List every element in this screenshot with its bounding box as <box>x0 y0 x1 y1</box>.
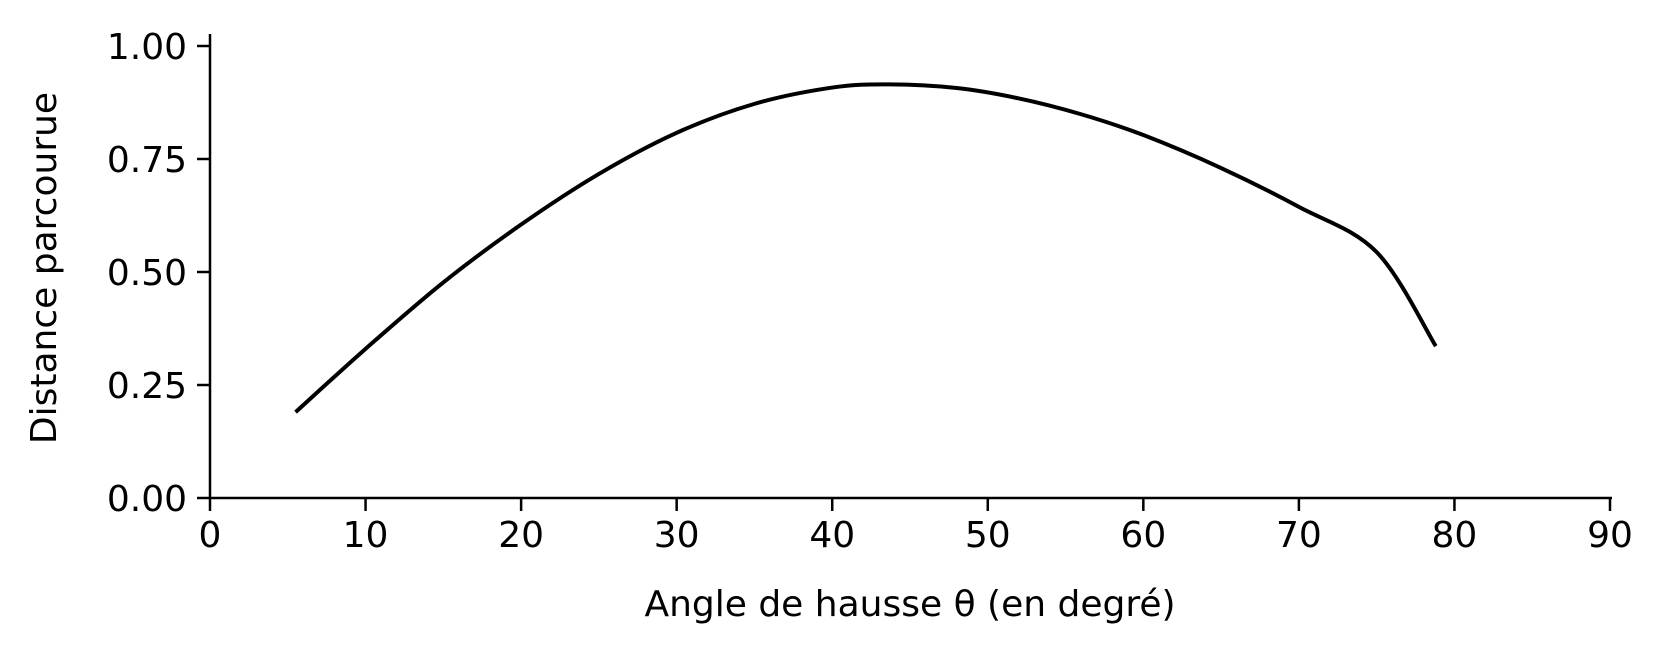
x-tick-label: 10 <box>343 515 389 556</box>
y-tick-label: 0.25 <box>107 366 187 407</box>
x-tick-label: 60 <box>1120 515 1166 556</box>
y-tick-label: 0.50 <box>107 253 187 294</box>
x-axis-ticks: 0 10 20 30 40 50 60 70 80 90 <box>199 498 1633 556</box>
x-tick-label: 30 <box>654 515 700 556</box>
x-tick-label: 0 <box>199 515 222 556</box>
x-tick-label: 90 <box>1587 515 1633 556</box>
x-tick-label: 40 <box>809 515 855 556</box>
y-axis-ticks: 0.00 0.25 0.50 0.75 1.00 <box>107 27 210 520</box>
x-axis-label: Angle de hausse θ (en degré) <box>644 584 1175 625</box>
y-tick-label: 1.00 <box>107 27 187 68</box>
x-tick-label: 20 <box>498 515 544 556</box>
y-tick-label: 0.75 <box>107 140 187 181</box>
x-tick-label: 50 <box>965 515 1011 556</box>
y-axis-label: Distance parcourue <box>24 92 65 444</box>
series-line <box>294 82 1438 414</box>
y-tick-label: 0.00 <box>107 479 187 520</box>
x-tick-label: 80 <box>1432 515 1478 556</box>
x-tick-label: 70 <box>1276 515 1322 556</box>
